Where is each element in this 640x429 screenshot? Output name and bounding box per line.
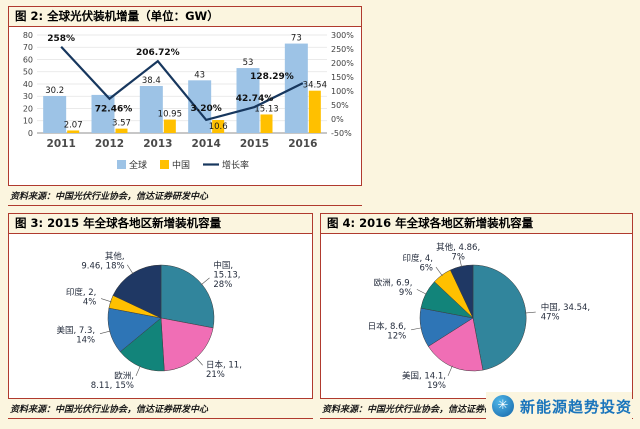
figure-4-source: 资料来源：中国光伏行业协会，信达证券研发中心 — [320, 399, 633, 419]
svg-text:40: 40 — [23, 80, 33, 89]
svg-text:10.95: 10.95 — [158, 110, 182, 120]
svg-text:15.13: 15.13 — [254, 104, 278, 114]
svg-text:30: 30 — [23, 92, 33, 101]
svg-text:其他, 4.86,7%: 其他, 4.86, 7% — [436, 242, 480, 263]
figure-3-title: 图 3: 2015 年全球各地区新增装机容量 — [8, 213, 313, 233]
svg-text:2016: 2016 — [288, 138, 317, 150]
svg-text:印度, 2,4%: 印度, 2, 4% — [66, 287, 97, 308]
svg-text:150%: 150% — [331, 73, 354, 82]
svg-text:53: 53 — [243, 58, 254, 68]
svg-text:2014: 2014 — [192, 138, 221, 150]
figure-4: 图 4: 2016 年全球各地区新增装机容量 中国, 34.54, 47% 美国, … — [320, 213, 633, 419]
figure-3-source: 资料来源：中国光伏行业协会，信达证券研发中心 — [8, 399, 313, 419]
svg-text:日本, 8.6,12%: 日本, 8.6, 12% — [368, 321, 407, 342]
svg-text:美国, 7.3,14%: 美国, 7.3, 14% — [57, 325, 96, 346]
svg-text:250%: 250% — [331, 45, 354, 54]
svg-text:80: 80 — [23, 31, 33, 40]
figure-2-chart-area: 0 10 20 30 40 50 60 70 80 300% 250% 200% 150% 100% 50%… — [8, 26, 362, 186]
brand-logo: ✳ 新能源趋势投资 — [485, 392, 632, 420]
svg-text:34.54: 34.54 — [303, 81, 327, 91]
svg-text:印度, 4,6%: 印度, 4, 6% — [403, 253, 434, 274]
svg-text:中国: 中国 — [172, 159, 190, 171]
svg-text:42.74%: 42.74% — [236, 94, 274, 104]
svg-text:2015: 2015 — [240, 138, 269, 150]
svg-text:20: 20 — [23, 104, 33, 113]
svg-text:10: 10 — [23, 117, 33, 126]
svg-text:2011: 2011 — [47, 138, 76, 150]
svg-text:2013: 2013 — [143, 138, 172, 150]
svg-text:60: 60 — [23, 55, 33, 64]
svg-text:3.57: 3.57 — [112, 119, 131, 129]
pie-chart-2015: 中国, 15.13, 28% 日本, 11, 21% 欧洲, 8.11, 15% 美国, 7.… — [57, 251, 242, 392]
svg-text:206.72%: 206.72% — [136, 48, 180, 58]
figure-4-title: 图 4: 2016 年全球各地区新增装机容量 — [320, 213, 633, 233]
svg-text:其他,9.46, 18%: 其他, 9.46, 18% — [81, 251, 124, 272]
svg-text:50%: 50% — [331, 101, 349, 110]
svg-text:70: 70 — [23, 43, 33, 52]
svg-text:2.07: 2.07 — [64, 120, 83, 130]
svg-text:38.4: 38.4 — [142, 76, 161, 86]
svg-text:100%: 100% — [331, 87, 354, 96]
svg-text:128.29%: 128.29% — [250, 72, 294, 82]
figure-4-chart-area: 中国, 34.54, 47% 美国, 14.1, 19% 日本, 8.6, 12% 欧洲, … — [320, 233, 633, 399]
svg-text:0: 0 — [28, 129, 33, 138]
bar-line-chart: 0 10 20 30 40 50 60 70 80 300% 250% 200% 150% 100% 50%… — [23, 31, 354, 171]
figure-3: 图 3: 2015 年全球各地区新增装机容量 中国, 15.13, 28% 日本, 1… — [8, 213, 313, 419]
svg-text:美国, 14.1,19%: 美国, 14.1, 19% — [402, 371, 446, 392]
svg-text:200%: 200% — [331, 59, 354, 68]
svg-text:0%: 0% — [331, 115, 344, 124]
svg-text:73: 73 — [291, 34, 302, 44]
svg-text:72.46%: 72.46% — [95, 105, 133, 115]
svg-text:3.20%: 3.20% — [191, 104, 222, 114]
figure-2-title: 图 2: 全球光伏装机增量（单位：GW） — [8, 6, 362, 26]
svg-text:258%: 258% — [47, 34, 75, 44]
svg-text:300%: 300% — [331, 31, 354, 40]
svg-text:中国,15.13,28%: 中国, 15.13, 28% — [213, 260, 240, 290]
figure-2-source: 资料来源：中国光伏行业协会，信达证券研发中心 — [8, 186, 362, 206]
compass-icon: ✳ — [491, 395, 514, 417]
figure-3-chart-area: 中国, 15.13, 28% 日本, 11, 21% 欧洲, 8.11, 15% 美国, 7.… — [8, 233, 313, 399]
figure-2: 图 2: 全球光伏装机增量（单位：GW） 0 10 20 30 40 50 60 70 80 30… — [8, 6, 362, 206]
brand-name: 新能源趋势投资 — [519, 397, 632, 416]
svg-text:43: 43 — [194, 70, 205, 80]
svg-text:欧洲,8.11, 15%: 欧洲, 8.11, 15% — [91, 371, 134, 392]
pie-chart-2016: 中国, 34.54, 47% 美国, 14.1, 19% 日本, 8.6, 12% 欧洲, … — [368, 242, 591, 392]
svg-text:全球: 全球 — [129, 159, 147, 171]
svg-text:中国, 34.54,47%: 中国, 34.54, 47% — [541, 302, 590, 323]
svg-text:30.2: 30.2 — [45, 86, 64, 96]
svg-text:2012: 2012 — [95, 138, 124, 150]
svg-text:日本, 11,21%: 日本, 11, 21% — [206, 359, 242, 380]
svg-text:欧洲, 6.9,9%: 欧洲, 6.9, 9% — [374, 277, 413, 298]
svg-text:-50%: -50% — [331, 129, 352, 138]
svg-text:增长率: 增长率 — [222, 159, 249, 171]
svg-text:10.6: 10.6 — [209, 122, 228, 132]
svg-text:50: 50 — [23, 68, 33, 77]
